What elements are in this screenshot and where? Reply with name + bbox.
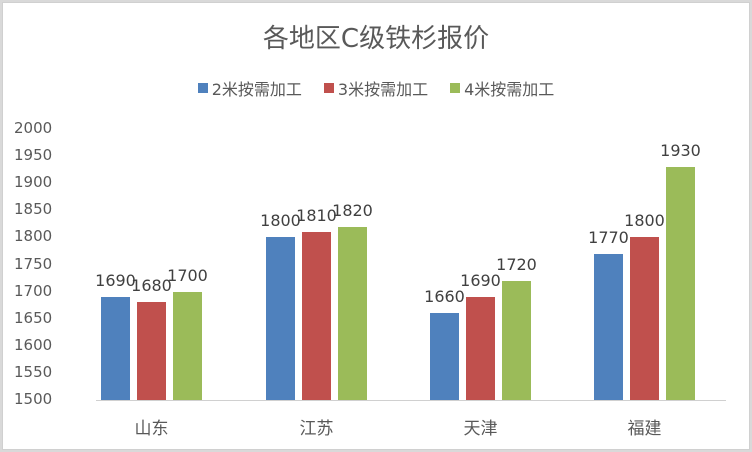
y-tick-label: 1750	[14, 254, 53, 273]
bar	[101, 297, 130, 400]
x-category-label: 福建	[627, 419, 662, 439]
legend-swatch-green-icon	[450, 83, 461, 93]
bar	[302, 231, 331, 400]
bar	[173, 291, 202, 400]
legend-item-3m: 3米按需加工	[323, 76, 429, 100]
data-label: 1930	[660, 140, 701, 160]
data-label: 1690	[460, 271, 501, 291]
bar	[594, 253, 623, 400]
data-label: 1720	[496, 254, 537, 274]
y-tick-label: 1950	[14, 146, 53, 165]
legend-swatch-blue-icon	[197, 83, 208, 93]
bar	[338, 226, 367, 400]
y-tick-label: 1850	[14, 200, 53, 219]
legend-item-4m: 4米按需加工	[450, 76, 554, 100]
bar	[466, 297, 495, 400]
legend: 2米按需加工 3米按需加工 4米按需加工	[0, 76, 752, 100]
x-category-label: 江苏	[299, 419, 334, 439]
legend-label: 4米按需加工	[464, 80, 555, 99]
x-axis-line	[96, 400, 726, 401]
legend-swatch-red-icon	[323, 83, 334, 93]
data-label: 1820	[332, 200, 373, 220]
y-tick-label: 1600	[14, 335, 53, 354]
y-tick-label: 1550	[14, 362, 53, 381]
data-label: 1690	[95, 271, 136, 291]
data-label: 1800	[624, 211, 665, 231]
y-tick-label: 2000	[14, 119, 53, 137]
y-tick-label: 1700	[14, 281, 53, 300]
bar	[137, 302, 166, 400]
bar	[502, 280, 531, 400]
y-tick-label: 1900	[14, 173, 53, 192]
y-tick-label: 1800	[14, 227, 53, 246]
data-label: 1800	[260, 211, 301, 231]
bar	[430, 313, 459, 400]
legend-label: 2米按需加工	[211, 80, 302, 99]
legend-label: 3米按需加工	[337, 80, 429, 99]
bar	[266, 237, 295, 400]
y-tick-label: 1500	[14, 390, 53, 408]
x-category-label: 天津	[463, 419, 498, 439]
data-label: 1700	[167, 265, 208, 285]
chart-title: 各地区C级铁杉报价	[262, 24, 490, 54]
legend-item-2m: 2米按需加工	[197, 76, 302, 100]
x-category-label: 山东	[134, 419, 169, 439]
y-tick-label: 1650	[14, 308, 53, 327]
data-label: 1770	[588, 227, 629, 247]
bar	[630, 237, 659, 400]
bar	[666, 166, 695, 400]
data-label: 1810	[296, 205, 337, 225]
data-label: 1660	[424, 287, 465, 307]
data-label: 1680	[131, 276, 172, 296]
